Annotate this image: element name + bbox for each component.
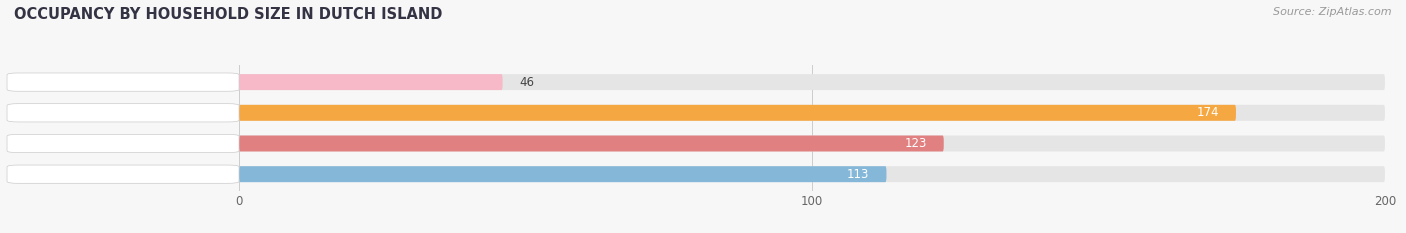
Text: 113: 113 (846, 168, 869, 181)
FancyBboxPatch shape (239, 105, 1385, 121)
Text: 174: 174 (1197, 106, 1219, 119)
FancyBboxPatch shape (239, 166, 1385, 182)
Text: OCCUPANCY BY HOUSEHOLD SIZE IN DUTCH ISLAND: OCCUPANCY BY HOUSEHOLD SIZE IN DUTCH ISL… (14, 7, 443, 22)
Text: 4+ Person Household: 4+ Person Household (21, 168, 148, 181)
FancyBboxPatch shape (239, 166, 886, 182)
FancyBboxPatch shape (239, 74, 1385, 90)
FancyBboxPatch shape (239, 136, 943, 151)
Text: 1-Person Household: 1-Person Household (21, 76, 139, 89)
Text: 123: 123 (904, 137, 927, 150)
Text: 3-Person Household: 3-Person Household (21, 137, 138, 150)
Text: Source: ZipAtlas.com: Source: ZipAtlas.com (1274, 7, 1392, 17)
Text: 46: 46 (520, 76, 534, 89)
FancyBboxPatch shape (239, 136, 1385, 151)
FancyBboxPatch shape (239, 105, 1236, 121)
FancyBboxPatch shape (239, 74, 502, 90)
Text: 2-Person Household: 2-Person Household (21, 106, 139, 119)
